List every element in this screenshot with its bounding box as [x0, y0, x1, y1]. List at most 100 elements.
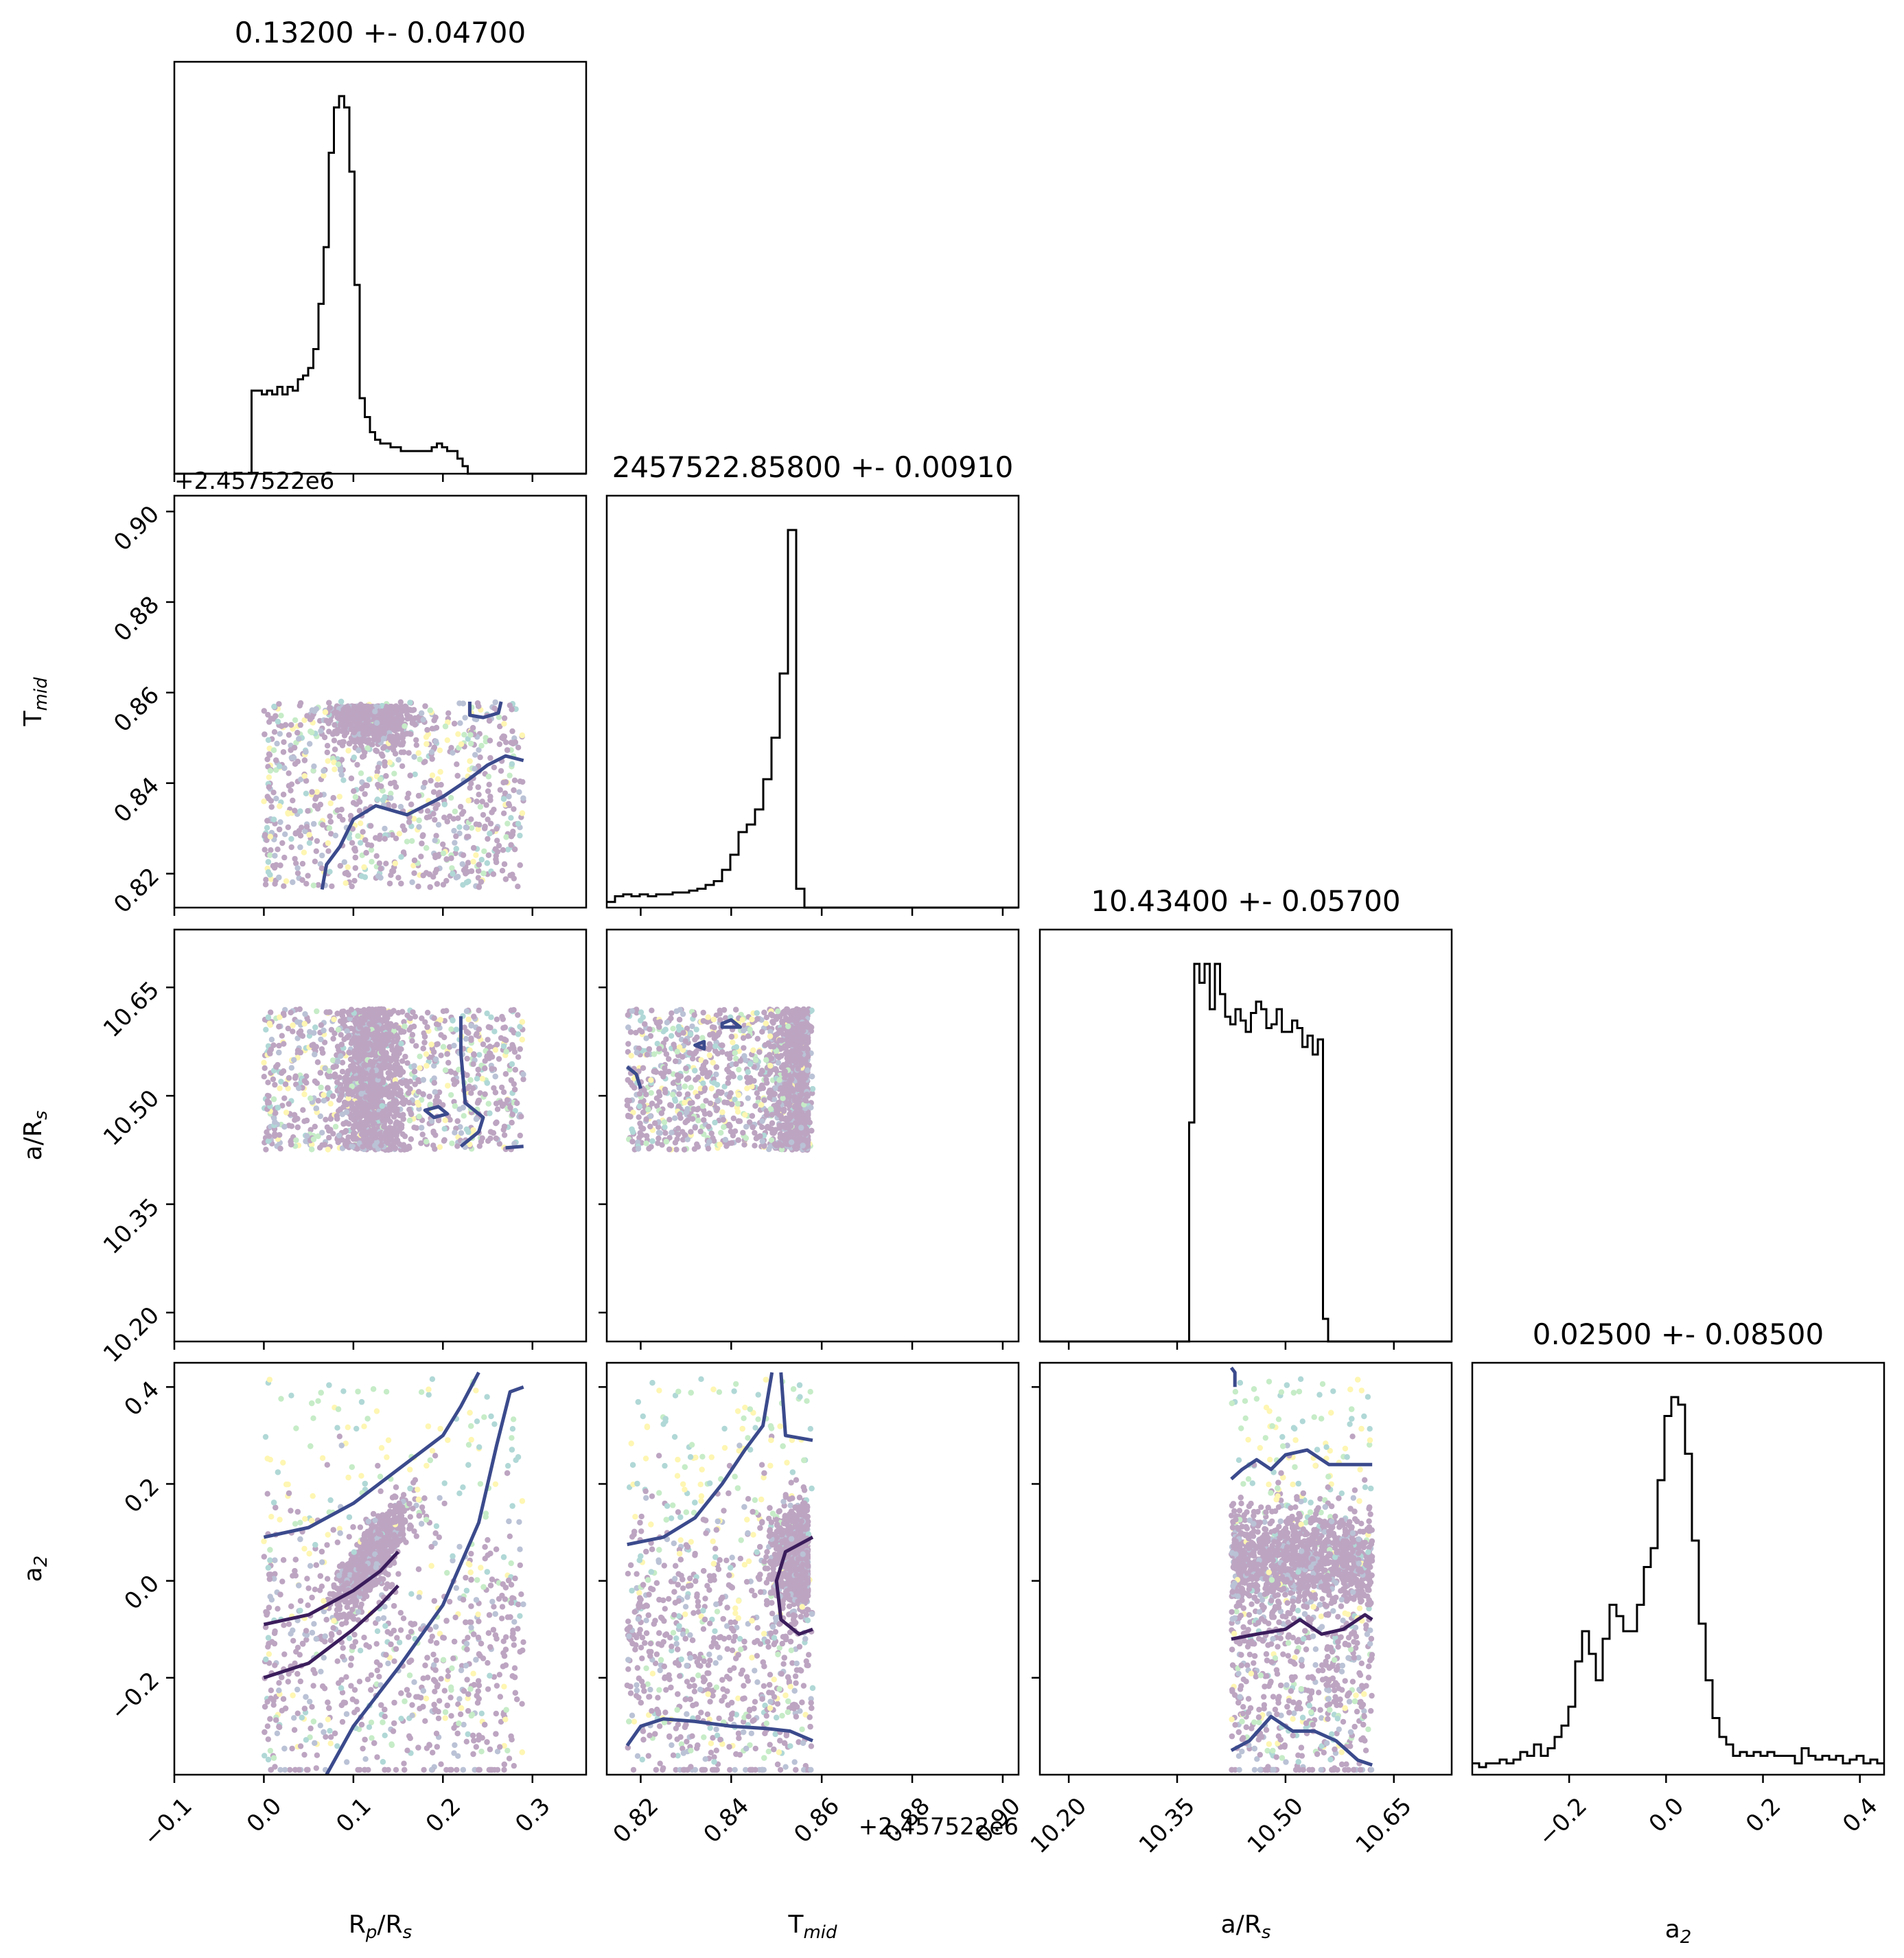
scatter-point: [476, 792, 482, 798]
scatter-point: [377, 776, 384, 783]
scatter-point: [406, 819, 413, 825]
scatter-point: [471, 844, 477, 851]
scatter-point: [404, 838, 410, 845]
scatter-point: [511, 846, 518, 853]
scatter-point: [375, 719, 381, 725]
scatter-point: [354, 1146, 360, 1152]
scatter-point: [494, 826, 500, 832]
scatter-point: [262, 831, 268, 838]
scatter-point: [434, 776, 441, 782]
scatter-point: [520, 1076, 526, 1083]
scatter-point: [511, 777, 518, 783]
scatter-point: [351, 709, 357, 715]
scatter-point: [463, 825, 469, 831]
scatter-point: [496, 741, 502, 748]
scatter-point: [311, 820, 317, 827]
scatter-point: [443, 856, 450, 862]
scatter-point: [340, 739, 347, 745]
scatter-point: [303, 1133, 310, 1139]
scatter-point: [476, 884, 483, 890]
scatter-point: [428, 749, 435, 755]
scatter-point: [485, 1101, 491, 1107]
scatter-point: [424, 1009, 431, 1016]
scatter-point: [442, 723, 449, 730]
scatter-point: [386, 704, 393, 710]
scatter-point: [467, 732, 474, 738]
scatter-point: [354, 761, 360, 768]
scatter-point: [297, 808, 303, 814]
scatter-point: [360, 708, 367, 715]
scatter-point: [468, 740, 474, 747]
scatter-point: [395, 875, 402, 881]
scatter-point: [361, 715, 367, 722]
scatter-point: [435, 853, 441, 860]
scatter-point: [415, 750, 421, 757]
scatter-point: [264, 794, 270, 800]
scatter-point: [288, 1009, 294, 1016]
scatter-point: [480, 871, 487, 877]
scatter-point: [503, 834, 509, 840]
scatter-point: [494, 838, 500, 844]
scatter-point: [422, 703, 428, 709]
scatter-point: [465, 1129, 472, 1136]
scatter-point: [266, 1133, 272, 1140]
scatter-point: [303, 824, 310, 830]
scatter-point: [283, 878, 290, 884]
scatter-point: [273, 1063, 279, 1070]
scatter-point: [500, 1016, 506, 1022]
scatter-point: [423, 1051, 430, 1057]
scatter-point: [352, 737, 358, 744]
scatter-point: [362, 704, 368, 711]
scatter-point: [369, 720, 375, 727]
scatter-layer: [261, 698, 1375, 1773]
scatter-point: [266, 784, 272, 790]
scatter-point: [351, 704, 357, 711]
scatter-point: [406, 750, 412, 756]
scatter-point: [338, 1092, 345, 1098]
scatter-point: [357, 710, 363, 716]
scatter-point: [268, 847, 274, 853]
scatter-point: [266, 774, 272, 781]
scatter-point: [416, 824, 422, 830]
scatter-point: [392, 750, 399, 757]
scatter-point: [442, 1117, 448, 1124]
scatter-point: [296, 1085, 302, 1092]
scatter-point: [427, 707, 433, 713]
scatter-point: [327, 813, 333, 820]
scatter-point: [369, 704, 375, 711]
scatter-point: [271, 729, 278, 735]
scatter-point: [420, 1046, 426, 1052]
scatter-point: [325, 1147, 332, 1153]
scatter-point: [485, 788, 491, 794]
scatter-point: [268, 818, 274, 824]
scatter-point: [360, 711, 367, 717]
scatter-point: [399, 708, 406, 714]
scatter-point: [360, 728, 367, 734]
scatter-point: [471, 1052, 477, 1058]
scatter-point: [270, 747, 277, 753]
scatter-point: [501, 861, 508, 867]
scatter-point: [432, 805, 439, 811]
scatter-point: [491, 807, 497, 813]
scatter-point: [319, 1129, 325, 1136]
scatter-point: [349, 710, 356, 717]
scatter-point: [411, 1063, 417, 1069]
scatter-point: [281, 1041, 287, 1047]
scatter-point: [470, 858, 476, 865]
scatter-point: [434, 881, 441, 887]
scatter-point: [274, 740, 280, 747]
scatter-point: [352, 865, 358, 871]
scatter-point: [437, 747, 443, 754]
scatter-point: [454, 1143, 461, 1149]
scatter-point: [262, 882, 269, 888]
scatter-point: [478, 857, 485, 863]
scatter-point: [288, 836, 294, 842]
scatter-point: [500, 1043, 507, 1050]
scatter-point: [477, 804, 484, 810]
scatter-point: [378, 716, 385, 722]
scatter-point: [474, 1076, 480, 1082]
scatter-point: [359, 704, 365, 711]
scatter-point: [426, 814, 432, 820]
scatter-point: [441, 1138, 448, 1144]
scatter-point: [501, 715, 508, 722]
